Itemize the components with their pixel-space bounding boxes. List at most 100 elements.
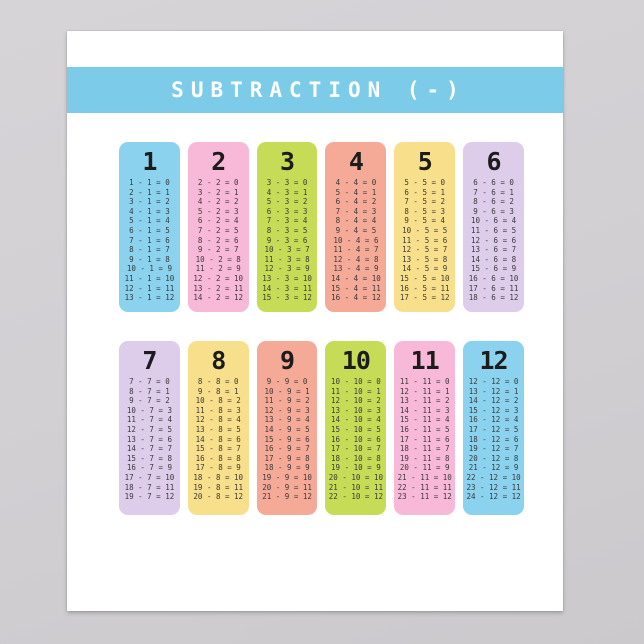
equation: 12 - 9 = 3	[264, 405, 310, 415]
equation: 20 - 10 = 10	[328, 472, 383, 482]
equation: 24 - 12 = 12	[466, 492, 521, 502]
equation: 22 - 11 = 11	[397, 482, 452, 492]
equation: 5 - 1 = 4	[129, 216, 170, 226]
equation: 13 - 7 = 6	[126, 434, 172, 444]
equation: 6 - 5 = 1	[404, 187, 446, 197]
equation: 8 - 1 = 7	[129, 245, 170, 255]
equation: 8 - 8 = 0	[197, 377, 239, 386]
equation: 17 - 12 = 5	[468, 424, 519, 434]
equation: 9 - 9 = 0	[266, 377, 308, 386]
equation: 12 - 11 = 1	[399, 386, 450, 396]
equation: 14 - 8 = 6	[195, 434, 241, 444]
equation: 12 - 2 = 10	[193, 273, 244, 283]
equation: 8 - 4 = 4	[335, 216, 377, 226]
equation: 15 - 9 = 6	[264, 434, 310, 444]
equation: 14 - 10 = 4	[331, 415, 381, 425]
equation: 5 - 5 = 0	[404, 178, 446, 187]
equation: 10 - 8 = 2	[195, 396, 241, 406]
equation: 15 - 11 = 4	[399, 415, 450, 425]
equation: 21 - 11 = 10	[397, 472, 452, 482]
equation: 11 - 8 = 3	[195, 405, 241, 415]
equation: 11 - 1 = 10	[124, 273, 175, 283]
equation: 19 - 8 = 11	[193, 482, 244, 492]
equation: 10 - 4 = 6	[333, 235, 379, 245]
equation: 13 - 9 = 4	[264, 415, 310, 425]
equation: 9 - 5 = 4	[404, 216, 446, 226]
equation: 5 - 4 = 1	[335, 187, 377, 197]
equation: 4 - 4 = 0	[335, 178, 377, 187]
equation: 6 - 1 = 5	[129, 225, 170, 235]
table-number: 7	[142, 346, 157, 375]
equation-list: 12 - 12 = 0 13 - 12 = 1 14 - 12 = 2 15 - 12…	[466, 377, 520, 502]
equation: 11 - 6 = 5	[470, 225, 517, 235]
equation: 7 - 5 = 2	[404, 197, 446, 207]
equation: 18 - 9 = 9	[264, 463, 310, 473]
equation: 18 - 8 = 10	[193, 472, 244, 482]
equation: 18 - 11 = 7	[399, 444, 450, 454]
equation: 23 - 11 = 12	[397, 492, 452, 502]
equation: 17 - 11 = 6	[399, 434, 450, 444]
equation: 10 - 7 = 3	[126, 405, 172, 415]
equation: 13 - 8 = 5	[195, 424, 241, 434]
equation: 10 - 10 = 0	[331, 377, 381, 386]
equation: 14 - 5 = 9	[402, 264, 448, 274]
equation: 21 - 10 = 11	[328, 482, 383, 492]
equation: 17 - 7 = 10	[124, 472, 175, 482]
equation: 9 - 7 = 2	[129, 396, 170, 406]
equation: 7 - 3 = 4	[266, 216, 308, 226]
equation: 14 - 2 = 12	[193, 293, 244, 303]
equation: 8 - 6 = 2	[473, 197, 514, 207]
subtraction-table-card: 10 10 - 10 = 0 11 - 10 = 1 12 - 10 = 2 13 -…	[325, 341, 387, 515]
equation: 6 - 4 = 2	[335, 197, 377, 207]
equation: 17 - 8 = 9	[195, 463, 241, 473]
equation: 3 - 2 = 1	[197, 187, 239, 197]
equation: 6 - 3 = 3	[266, 206, 308, 216]
equation: 7 - 6 = 1	[473, 187, 514, 197]
equation: 9 - 2 = 7	[197, 245, 239, 255]
equation: 8 - 3 = 5	[266, 225, 308, 235]
equation: 12 - 10 = 2	[331, 396, 381, 406]
equation: 8 - 2 = 6	[197, 235, 239, 245]
poster-title: SUBTRACTION (-)	[171, 78, 466, 102]
table-number: 12	[479, 346, 509, 375]
equation: 14 - 7 = 7	[126, 444, 172, 454]
equation: 15 - 10 = 5	[331, 424, 381, 434]
equation: 9 - 3 = 6	[266, 235, 308, 245]
equation: 9 - 4 = 5	[335, 225, 377, 235]
equation: 16 - 12 = 4	[468, 415, 519, 425]
equation: 19 - 10 = 9	[331, 463, 381, 473]
equation-list: 10 - 10 = 0 11 - 10 = 1 12 - 10 = 2 13 - 10…	[329, 377, 383, 502]
subtraction-table-card: 9 9 - 9 = 0 10 - 9 = 1 11 - 9 = 2 12 - 9 = …	[256, 341, 318, 515]
equation: 19 - 12 = 7	[468, 444, 519, 454]
equation: 20 - 11 = 9	[399, 463, 450, 473]
equation: 12 - 4 = 8	[333, 254, 379, 264]
equation: 16 - 4 = 12	[331, 293, 381, 303]
equation: 6 - 2 = 4	[197, 216, 239, 226]
equation: 10 - 2 = 8	[195, 254, 241, 264]
equation: 16 - 6 = 10	[468, 273, 519, 283]
equation: 13 - 12 = 1	[468, 386, 519, 396]
equation: 15 - 12 = 3	[468, 405, 519, 415]
equation: 17 - 6 = 11	[468, 283, 519, 293]
equation: 14 - 12 = 2	[468, 396, 519, 406]
equation: 18 - 7 = 11	[124, 482, 175, 492]
equation: 13 - 4 = 9	[333, 264, 379, 274]
equation: 17 - 9 = 8	[264, 453, 310, 463]
equation: 10 - 5 = 5	[402, 225, 448, 235]
table-number: 11	[410, 346, 440, 375]
equation: 10 - 9 = 1	[264, 386, 310, 396]
equation: 15 - 3 = 12	[262, 293, 312, 303]
equation: 9 - 6 = 3	[473, 206, 514, 216]
equation: 12 - 12 = 0	[468, 377, 519, 386]
equation: 12 - 1 = 11	[124, 283, 175, 293]
table-number: 2	[211, 147, 226, 176]
